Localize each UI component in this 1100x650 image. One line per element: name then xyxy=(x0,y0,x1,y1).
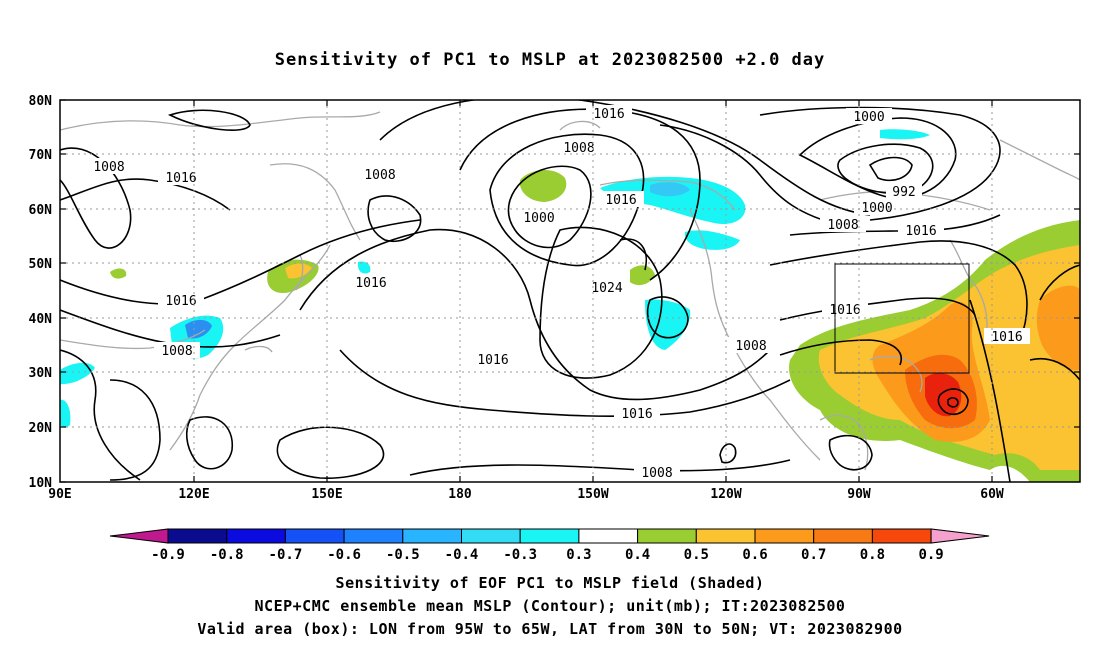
cyan-patch-northeast-pacific xyxy=(645,299,691,350)
lon-label-180: 180 xyxy=(448,487,472,502)
contour-label: 992 xyxy=(892,185,915,200)
colorbar-segment xyxy=(461,528,521,544)
latitude-labels: 80N 70N 60N 50N 40N 30N 20N 10N xyxy=(29,94,53,491)
caption-line-3: Valid area (box): LON from 95W to 65W, L… xyxy=(197,620,903,638)
lat-label-80n: 80N xyxy=(29,94,53,109)
gridlines xyxy=(60,100,1080,482)
lat-label-10n: 10N xyxy=(29,476,53,491)
contour-label: 1024 xyxy=(591,281,622,296)
colorbar-tick-label: 0.4 xyxy=(625,547,650,563)
colorbar-high-arrow xyxy=(930,528,990,544)
colorbar-tick-label: 0.8 xyxy=(860,547,885,563)
colorbar-tick-label: -0.3 xyxy=(503,547,537,563)
contour-label: 1008 xyxy=(161,344,192,359)
colorbar-tick-label: 0.6 xyxy=(742,547,767,563)
lat-label-60n: 60N xyxy=(29,203,53,218)
colorbar-low-arrow xyxy=(109,528,169,544)
colorbar-tick-label: 0.7 xyxy=(801,547,826,563)
green-patch-asia xyxy=(110,268,127,279)
contour-label: 1016 xyxy=(165,171,196,186)
contour-label: 1008 xyxy=(735,339,766,354)
colorbar-tick-label: -0.9 xyxy=(151,547,185,563)
lon-label-120e: 120E xyxy=(178,487,209,502)
colorbar-segment xyxy=(343,528,404,544)
colorbar-tick-label: 0.3 xyxy=(566,547,591,563)
map-title: Sensitivity of PC1 to MSLP at 2023082500… xyxy=(274,50,826,70)
tick-marks xyxy=(60,99,1080,483)
sky-patch-alaska xyxy=(650,182,690,197)
cyan-patch-west2 xyxy=(60,399,71,428)
contour-label: 1016 xyxy=(621,407,652,422)
colorbar: -0.9 -0.8 -0.7 -0.6 -0.5 -0.4 -0.3 0.3 0.4 0.5 0.6… xyxy=(109,528,990,563)
colorbar-segment xyxy=(578,528,639,544)
colorbar-segment xyxy=(402,528,462,544)
lon-label-60w: 60W xyxy=(980,487,1004,502)
lon-label-90w: 90W xyxy=(847,487,871,502)
contour-label: 1016 xyxy=(477,353,508,368)
contour-label: 1008 xyxy=(93,160,124,175)
contour-label: 1000 xyxy=(523,211,554,226)
longitude-labels: 90E 120E 150E 180 150W 120W 90W 60W xyxy=(48,487,1004,502)
colorbar-tick-label: -0.4 xyxy=(445,547,479,563)
colorbar-segment xyxy=(754,528,815,544)
contour-label: 1008 xyxy=(641,466,672,481)
cyan-patch-west xyxy=(60,362,95,385)
colorbar-tick-label: -0.8 xyxy=(210,547,244,563)
contour-labels: 1008 1016 1008 1016 1008 1016 1016 1008 … xyxy=(87,105,1030,481)
contour-label: 1016 xyxy=(355,276,386,291)
colorbar-segment xyxy=(167,528,228,544)
contour-label: 1016 xyxy=(165,294,196,309)
mslp-contours xyxy=(60,100,1080,482)
lat-label-70n: 70N xyxy=(29,148,53,163)
lat-label-20n: 20N xyxy=(29,421,53,436)
colorbar-segment xyxy=(813,528,873,544)
contour-label: 1008 xyxy=(827,218,858,233)
lat-label-30n: 30N xyxy=(29,366,53,381)
coastlines xyxy=(60,111,1080,471)
contour-label: 1016 xyxy=(605,193,636,208)
lon-label-150e: 150E xyxy=(311,487,342,502)
contour-label: 1008 xyxy=(563,141,594,156)
yellow-patch-japan xyxy=(285,263,312,279)
green-patch-east-pacific xyxy=(630,265,655,286)
colorbar-segment xyxy=(871,528,932,544)
colorbar-segment xyxy=(637,528,697,544)
cyan-patch-arctic xyxy=(880,129,930,140)
colorbar-tick-label: -0.5 xyxy=(386,547,420,563)
colorbar-segment xyxy=(284,528,345,544)
contour-label: 1000 xyxy=(853,110,884,125)
orange-patch-east2 xyxy=(1036,285,1080,371)
caption-line-1: Sensitivity of EOF PC1 to MSLP field (Sh… xyxy=(335,574,765,592)
colorbar-tick-label: 0.5 xyxy=(684,547,709,563)
green-patch-north-pacific xyxy=(519,169,567,202)
contour-label: 1016 xyxy=(593,107,624,122)
lon-label-150w: 150W xyxy=(577,487,608,502)
lon-label-90e: 90E xyxy=(48,487,71,502)
contour-label: 1016 xyxy=(829,303,860,318)
map-frame xyxy=(59,99,1081,483)
lon-label-120w: 120W xyxy=(710,487,741,502)
cyan-region-bc xyxy=(684,230,740,250)
colorbar-segment xyxy=(226,528,286,544)
contour-label: 1008 xyxy=(364,168,395,183)
contour-label: 1016 xyxy=(905,224,936,239)
cyan-patch-dateline xyxy=(357,261,371,274)
caption-line-2: NCEP+CMC ensemble mean MSLP (Contour); u… xyxy=(254,597,846,615)
contour-label: 1016 xyxy=(991,330,1022,345)
colorbar-tick-label: -0.6 xyxy=(327,547,361,563)
colorbar-segment xyxy=(519,528,580,544)
colorbar-segment xyxy=(695,528,756,544)
lat-label-50n: 50N xyxy=(29,257,53,272)
colorbar-tick-label: 0.9 xyxy=(918,547,943,563)
blue-patch-eastchina xyxy=(185,319,212,339)
red-region-east xyxy=(925,373,962,417)
lat-label-40n: 40N xyxy=(29,312,53,327)
colorbar-tick-label: -0.7 xyxy=(269,547,303,563)
